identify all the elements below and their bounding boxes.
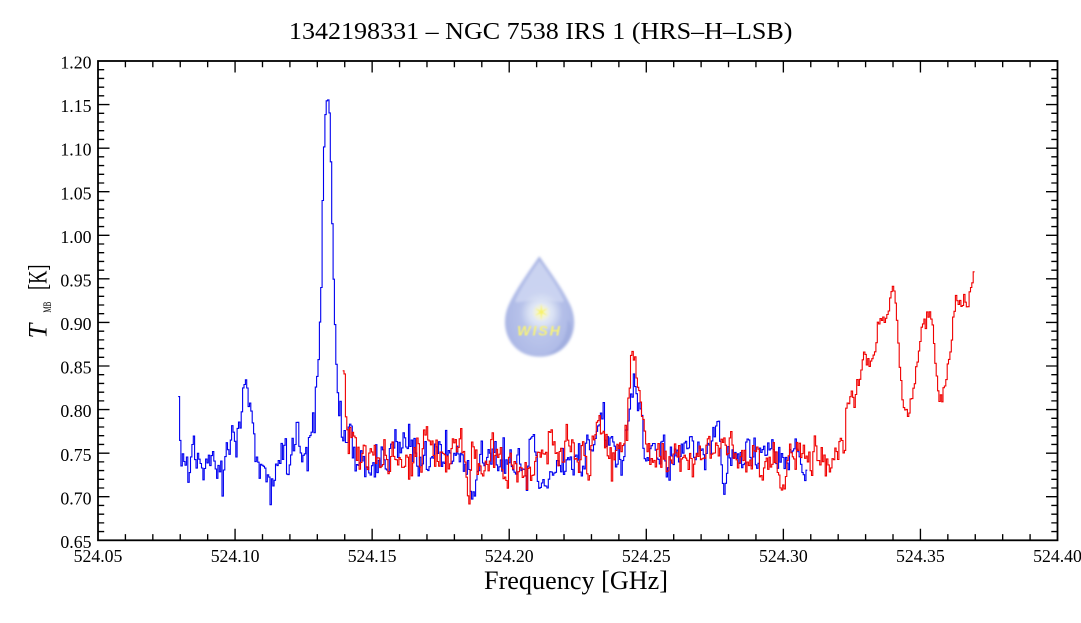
svg-text:524.30: 524.30 (759, 546, 808, 566)
svg-text:WISH: WISH (517, 324, 562, 339)
svg-text:1.10: 1.10 (60, 140, 91, 160)
svg-text:0.70: 0.70 (60, 488, 91, 508)
svg-text:1.20: 1.20 (60, 53, 91, 73)
svg-text:524.40: 524.40 (1033, 546, 1081, 566)
svg-text:524.35: 524.35 (896, 546, 945, 566)
svg-text:524.25: 524.25 (622, 546, 671, 566)
svg-text:0.95: 0.95 (60, 271, 91, 291)
svg-text:524.05: 524.05 (74, 546, 123, 566)
svg-text:0.90: 0.90 (60, 314, 91, 334)
svg-text:1.00: 1.00 (60, 227, 91, 247)
svg-text:0.65: 0.65 (60, 532, 91, 552)
svg-text:T: T (23, 322, 53, 339)
svg-text:1.15: 1.15 (60, 96, 91, 116)
svg-text:0.80: 0.80 (60, 401, 91, 421)
svg-text:0.75: 0.75 (60, 445, 91, 465)
svg-text:Frequency [GHz]: Frequency [GHz] (484, 565, 668, 595)
svg-text:524.15: 524.15 (348, 546, 397, 566)
svg-text:1342198331 – NGC 7538 IRS 1 (H: 1342198331 – NGC 7538 IRS 1 (HRS–H–LSB) (289, 19, 793, 45)
svg-text:524.10: 524.10 (211, 546, 260, 566)
svg-text:1.05: 1.05 (60, 183, 91, 203)
svg-text:[K]: [K] (23, 265, 53, 291)
svg-text:MB: MB (42, 301, 54, 312)
svg-text:524.20: 524.20 (485, 546, 534, 566)
svg-text:0.85: 0.85 (60, 358, 91, 378)
